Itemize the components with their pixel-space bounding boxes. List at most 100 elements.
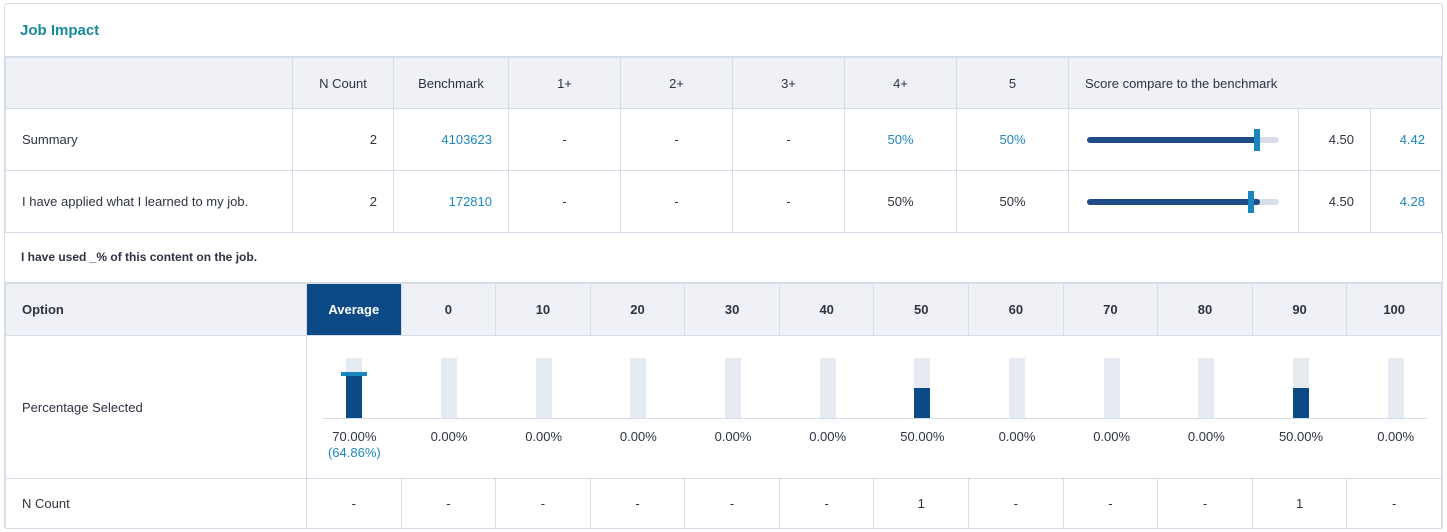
option-60: 60 xyxy=(968,283,1064,336)
bar-50 xyxy=(914,358,931,418)
score-table: N Count Benchmark 1+ 2+ 3+ 4+ 5 Score co… xyxy=(5,57,1442,233)
row-score: 4.50 xyxy=(1298,108,1371,171)
pct-value: 0.00% xyxy=(1187,429,1225,444)
row-c5: 50% xyxy=(956,170,1069,233)
table-row: I have applied what I learned to my job.… xyxy=(5,170,1442,233)
ncount-cell: - xyxy=(968,478,1064,528)
row-label: Summary xyxy=(5,108,293,171)
row-c4[interactable]: 50% xyxy=(844,108,957,171)
option-20: 20 xyxy=(589,283,686,336)
row-c1: - xyxy=(508,108,621,171)
bar-90 xyxy=(1293,358,1309,418)
score-fill xyxy=(1087,198,1260,205)
pct-value: 0.00% xyxy=(525,429,563,444)
ncount-cell: - xyxy=(1157,478,1253,528)
pct-value: 0.00% xyxy=(1093,429,1131,444)
bar-70 xyxy=(1103,358,1120,418)
row-c2: - xyxy=(620,108,733,171)
pct-value: 0.00% xyxy=(714,429,752,444)
bar-label: 70.00% (64.86%) xyxy=(307,429,401,461)
option-80: 80 xyxy=(1157,283,1253,336)
row-ncount: 2 xyxy=(292,108,394,171)
benchmark-marker xyxy=(1253,128,1260,151)
row-benchmark-score[interactable]: 4.42 xyxy=(1370,108,1442,171)
job-impact-card: Job Impact N Count Benchmark 1+ 2+ 3+ 4+… xyxy=(4,3,1443,529)
bar-30 xyxy=(725,358,741,418)
ncount-row: N Count ------1---1- xyxy=(5,478,1442,528)
bar-10 xyxy=(535,358,552,418)
header-option: Option xyxy=(5,283,307,336)
percentage-label: Percentage Selected xyxy=(5,335,307,479)
header-2plus: 2+ xyxy=(620,57,733,109)
pct-value: 0.00% xyxy=(998,429,1036,444)
row-c3: - xyxy=(732,108,845,171)
bar-label: 0.00% xyxy=(1159,429,1253,445)
ncount-cell: - xyxy=(306,478,402,528)
row-benchmark-score[interactable]: 4.28 xyxy=(1370,170,1442,233)
ncount-cell: - xyxy=(400,478,497,528)
bar-label: 0.00% xyxy=(497,429,591,445)
option-100: 100 xyxy=(1346,283,1442,336)
ncount-cell: - xyxy=(589,478,686,528)
table-header: N Count Benchmark 1+ 2+ 3+ 4+ 5 Score co… xyxy=(5,57,1442,109)
bar-label: 0.00% xyxy=(686,429,780,445)
options-header: Option Average 0 10 20 30 40 50 60 70 80 90 100 xyxy=(5,283,1442,336)
card-title: Job Impact xyxy=(5,4,1442,57)
bar-label: 50.00% xyxy=(1254,429,1348,445)
option-0: 0 xyxy=(400,283,497,336)
pct-value: 70.00% xyxy=(332,429,377,444)
bar-80 xyxy=(1198,358,1215,418)
bar-label: 0.00% xyxy=(1349,429,1442,445)
table-row: Summary 2 4103623- - -50% 50% 4.50 4.42 xyxy=(5,108,1442,171)
row-c4: 50% xyxy=(844,170,957,233)
row-ncount: 2 xyxy=(292,170,394,233)
bar-40 xyxy=(819,358,836,418)
header-5: 5 xyxy=(956,57,1069,109)
row-c2: - xyxy=(620,170,733,233)
avg-benchmark-marker xyxy=(341,371,368,376)
header-ncount: N Count xyxy=(292,57,394,109)
bar-100 xyxy=(1387,358,1404,418)
ncount-cell: - xyxy=(1346,478,1442,528)
pct-value: 50.00% xyxy=(900,429,945,444)
pct-value: 50.00% xyxy=(1278,429,1324,444)
option-40: 40 xyxy=(778,283,875,336)
ncount-cell: - xyxy=(684,478,780,528)
bar-label: 0.00% xyxy=(781,429,875,445)
pct-value: 0.00% xyxy=(809,429,847,444)
ncount-label: N Count xyxy=(5,478,307,528)
bars-baseline xyxy=(323,418,1427,419)
score-bar xyxy=(1087,128,1279,151)
option-10: 10 xyxy=(495,283,591,336)
bar-fill xyxy=(1293,388,1309,418)
bar-label: 50.00% xyxy=(875,429,969,445)
score-compare-cell xyxy=(1068,170,1299,233)
ncount-cell: 1 xyxy=(873,478,970,528)
row-label: I have applied what I learned to my job. xyxy=(5,170,293,233)
row-c1: - xyxy=(508,170,621,233)
row-benchmark-link[interactable]: 172810 xyxy=(393,170,509,233)
row-score: 4.50 xyxy=(1298,170,1371,233)
ncount-cell: 1 xyxy=(1251,478,1348,528)
bar-fill xyxy=(914,388,931,418)
percentage-bars: 70.00% (64.86%) 0.00% 0.00% 0.00% 0.00% 0.00% 5… xyxy=(307,336,1441,478)
bar-fill xyxy=(346,376,363,418)
header-4plus: 4+ xyxy=(844,57,957,109)
row-c3: - xyxy=(732,170,845,233)
options-table: Option Average 0 10 20 30 40 50 60 70 80 90 100 Per… xyxy=(5,283,1442,528)
header-blank xyxy=(5,57,293,109)
option-70: 70 xyxy=(1062,283,1159,336)
avg-benchmark-value: (64.86%) xyxy=(327,445,381,460)
pct-value: 0.00% xyxy=(1377,429,1415,444)
pct-value: 0.00% xyxy=(430,429,468,444)
row-benchmark-link[interactable]: 4103623 xyxy=(393,108,509,171)
bar-Average xyxy=(341,358,368,418)
row-c5[interactable]: 50% xyxy=(956,108,1069,171)
bar-20 xyxy=(630,358,647,418)
ncount-cell: - xyxy=(1062,478,1159,528)
benchmark-marker xyxy=(1248,190,1255,213)
bar-label: 0.00% xyxy=(402,429,496,445)
header-3plus: 3+ xyxy=(732,57,845,109)
question-text: I have used _% of this content on the jo… xyxy=(5,233,1442,283)
score-compare-cell xyxy=(1068,108,1299,171)
